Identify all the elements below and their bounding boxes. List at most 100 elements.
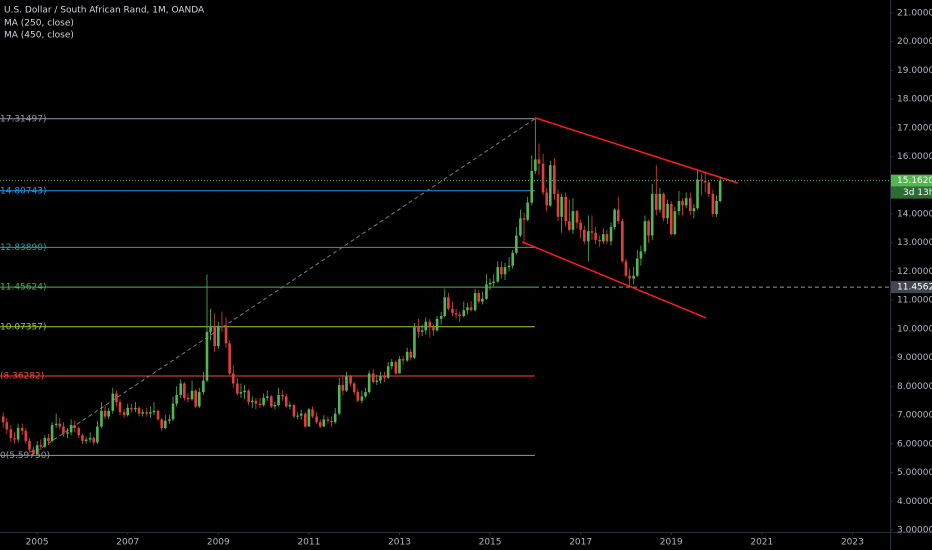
candle-body xyxy=(609,226,613,242)
candle-body xyxy=(507,265,511,268)
fib-level-label: 0(5.59750) xyxy=(0,451,50,461)
indicator-label: MA (450, close) xyxy=(4,31,74,41)
candle-body xyxy=(24,430,28,441)
candle-body xyxy=(32,449,35,454)
candle-body xyxy=(526,202,529,220)
candle-body xyxy=(666,203,669,219)
candle-body xyxy=(650,193,654,236)
x-tick-label: 2011 xyxy=(297,538,320,548)
candle-body xyxy=(337,384,341,414)
candle-body xyxy=(684,198,688,206)
candle-body xyxy=(228,343,231,374)
candle-body xyxy=(318,422,322,427)
candle-body xyxy=(582,229,586,242)
candle-body xyxy=(5,422,9,430)
candle-body xyxy=(137,407,141,414)
candle-body xyxy=(711,193,715,215)
candle-body xyxy=(435,318,439,331)
candle-body xyxy=(175,394,178,404)
candle-body xyxy=(349,376,352,384)
y-tick-label: 13.00000 xyxy=(897,238,932,248)
candle-body xyxy=(530,170,534,203)
candle-body xyxy=(515,235,518,253)
candle-body xyxy=(122,412,126,416)
candle-body xyxy=(598,239,601,242)
y-tick-label: 8.00000 xyxy=(897,382,932,392)
indicator-label: MA (250, close) xyxy=(4,19,74,29)
candle-body xyxy=(126,407,130,416)
y-tick-label: 9.00000 xyxy=(897,353,932,363)
candle-body xyxy=(168,419,171,421)
candle-body xyxy=(288,405,292,407)
candle-body xyxy=(243,390,246,393)
candle-body xyxy=(96,426,99,443)
candle-body xyxy=(401,359,405,361)
candle-body xyxy=(715,201,718,215)
hline-price-badge xyxy=(891,281,932,294)
candle-body xyxy=(718,180,722,202)
candle-body xyxy=(632,275,635,279)
candle-body xyxy=(616,209,620,222)
candle-body xyxy=(413,327,416,358)
candle-body xyxy=(383,376,386,378)
candle-body xyxy=(73,425,77,429)
plot-area: 17.31497) 14.80743) 12.83890) 11.45624) 10.0… xyxy=(0,114,890,461)
candle-body xyxy=(231,373,235,384)
candle-body xyxy=(428,321,432,328)
candle-body xyxy=(100,410,103,427)
candle-body xyxy=(194,390,197,407)
candle-body xyxy=(662,193,665,219)
candle-body xyxy=(398,359,401,374)
candle-body xyxy=(549,165,552,206)
candle-body xyxy=(451,308,454,314)
y-tick-label: 18.00000 xyxy=(897,95,932,105)
candle-body xyxy=(250,400,254,403)
x-tick-label: 2017 xyxy=(569,538,592,548)
candle-body xyxy=(43,438,47,447)
candle-body xyxy=(635,258,639,276)
candle-body xyxy=(202,380,205,393)
candle-body xyxy=(247,390,250,403)
candle-body xyxy=(236,383,239,394)
candle-body xyxy=(277,394,280,406)
countdown-badge xyxy=(891,186,932,199)
y-tick-label: 16.00000 xyxy=(897,152,932,162)
candle-body xyxy=(345,376,348,391)
fib-level-label: 12.83890) xyxy=(0,243,46,253)
candle-body xyxy=(590,231,594,233)
countdown-label: 3d 13h xyxy=(903,188,932,198)
candle-body xyxy=(424,321,428,331)
candle-body xyxy=(647,221,650,236)
candle-body xyxy=(462,310,466,316)
candle-body xyxy=(673,211,677,235)
candle-body xyxy=(149,412,152,414)
fib-level-label: 10.07357) xyxy=(0,322,46,332)
y-tick-label: 20.00000 xyxy=(897,37,932,47)
candle-body xyxy=(311,409,314,417)
candle-body xyxy=(628,275,631,279)
candle-body xyxy=(265,396,269,398)
candle-body xyxy=(307,409,311,427)
candle-body xyxy=(613,209,616,227)
candle-body xyxy=(217,326,220,347)
x-tick-label: 2021 xyxy=(750,538,773,548)
candle-body xyxy=(39,445,43,447)
candle-body xyxy=(360,396,364,401)
candle-body xyxy=(273,405,277,407)
candle-body xyxy=(575,211,579,223)
candle-body xyxy=(254,400,258,404)
x-tick-label: 2023 xyxy=(841,538,864,548)
x-tick-label: 2005 xyxy=(26,538,49,548)
x-tick-label: 2013 xyxy=(388,538,411,548)
y-tick-label: 17.00000 xyxy=(897,123,932,133)
candle-body xyxy=(326,419,330,421)
candle-body xyxy=(115,393,118,403)
candle-body xyxy=(239,392,243,394)
candle-body xyxy=(522,218,526,220)
candle-body xyxy=(258,403,262,406)
candle-body xyxy=(405,351,409,361)
candle-body xyxy=(409,351,413,358)
candle-body xyxy=(658,193,662,210)
candle-body xyxy=(579,222,582,230)
